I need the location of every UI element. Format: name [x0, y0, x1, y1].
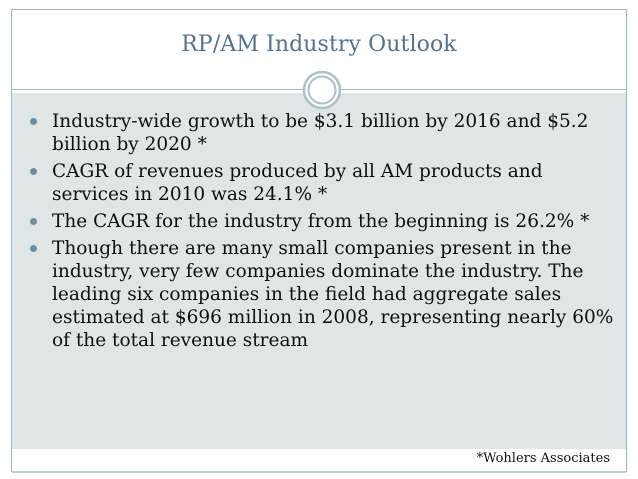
slide-title: RP/AM Industry Outlook [181, 32, 457, 57]
bullet-item: Industry-wide growth to be $3.1 billion … [30, 110, 615, 156]
bullet-dot-icon [30, 118, 37, 125]
circle-ornament-icon [302, 70, 342, 110]
bullet-dot-icon [30, 168, 37, 175]
citation: *Wohlers Associates [476, 451, 610, 466]
bullet-item: CAGR of revenues produced by all AM prod… [30, 160, 615, 206]
bullet-text: CAGR of revenues produced by all AM prod… [52, 161, 543, 205]
bullet-item: The CAGR for the industry from the begin… [30, 210, 615, 233]
footer-band [12, 449, 626, 471]
bullet-dot-icon [30, 218, 37, 225]
bullet-dot-icon [30, 245, 37, 252]
bullet-list: Industry-wide growth to be $3.1 billion … [30, 110, 615, 356]
bullet-text: Though there are many small companies pr… [52, 238, 614, 351]
footer-divider [12, 471, 626, 473]
bullet-text: The CAGR for the industry from the begin… [52, 211, 590, 232]
bullet-item: Though there are many small companies pr… [30, 237, 615, 352]
bullet-text: Industry-wide growth to be $3.1 billion … [52, 111, 589, 155]
content-area: Industry-wide growth to be $3.1 billion … [12, 93, 626, 449]
